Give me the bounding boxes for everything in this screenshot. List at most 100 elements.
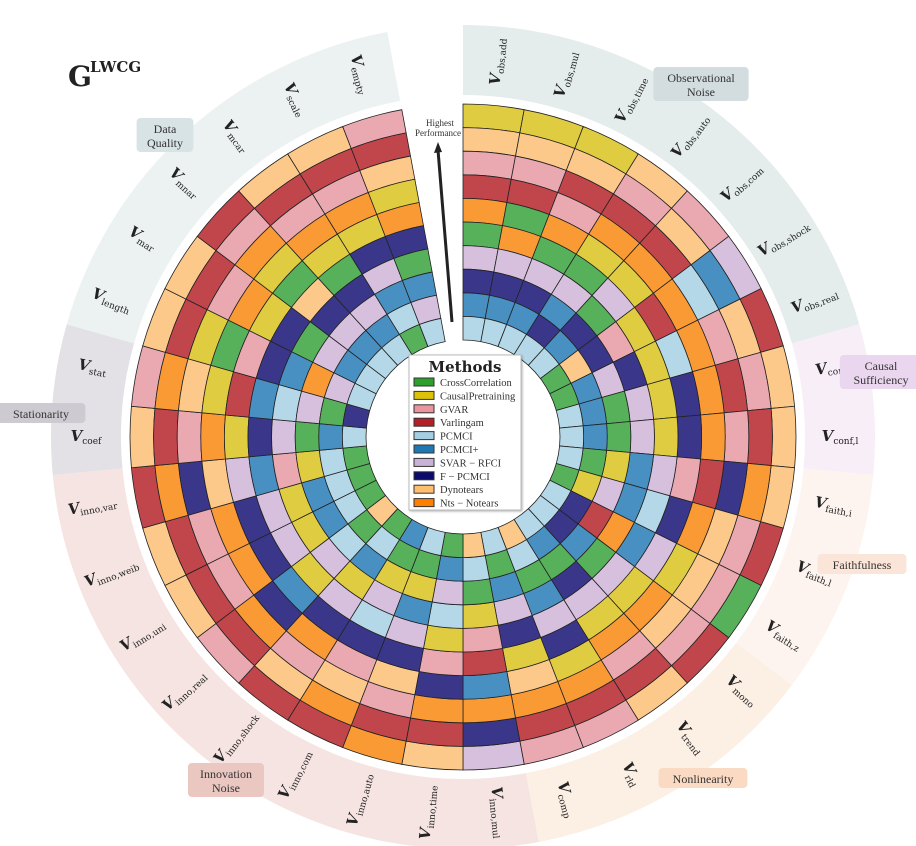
sector-inno-time <box>401 531 464 771</box>
variable-subscript: inno,mul <box>487 798 501 839</box>
group-label: Sufficiency <box>853 373 908 387</box>
group-badge-stat: Stationarity <box>0 403 86 423</box>
sector-conf-l <box>559 405 797 469</box>
sector-obs-com <box>527 190 730 380</box>
group-label: Noise <box>212 781 240 795</box>
variable-subscript: coef <box>82 437 102 447</box>
legend-title: Methods <box>429 358 502 376</box>
legend-method-label: F − PCMCI <box>440 472 490 483</box>
sector-inno-var <box>130 445 371 529</box>
rank-cell <box>153 408 179 466</box>
rank-cell <box>606 421 632 453</box>
sector-inno-mul <box>462 531 525 771</box>
arrow-shaft <box>436 149 454 323</box>
sector-scale <box>287 125 429 356</box>
legend-method-label: CausalPretraining <box>440 391 516 402</box>
variable-subscript: stat <box>88 367 107 380</box>
band-conf <box>791 324 875 476</box>
rank-cell <box>462 624 503 653</box>
legend-swatch <box>413 484 435 494</box>
rank-cell <box>271 418 297 456</box>
rank-cell <box>318 423 344 451</box>
legend-swatch <box>413 498 435 508</box>
sector-inno-uni <box>164 479 387 639</box>
sector-mono <box>527 494 730 684</box>
sector-empty <box>342 109 446 348</box>
band-nonlin <box>525 643 792 842</box>
rank-cell <box>462 647 508 677</box>
group-badge-faith: Faithfulness <box>817 554 907 574</box>
legend-method-label: GVAR <box>440 405 468 416</box>
rank-cell <box>582 423 608 451</box>
rank-cell <box>462 531 486 559</box>
rank-cell <box>559 425 585 449</box>
rank-cell <box>176 410 203 464</box>
sector-obs-mul <box>480 109 584 348</box>
rank-cell <box>431 578 464 606</box>
sector-trend <box>513 508 688 721</box>
arrow-label-line1: Highest <box>426 118 454 128</box>
rank-cell <box>629 418 655 456</box>
group-label: Observational <box>667 71 735 85</box>
variable-subscript: inno,time <box>426 785 440 829</box>
rank-cell <box>462 268 495 296</box>
group-label: Quality <box>147 136 183 150</box>
legend-method-label: Dynotears <box>440 485 483 496</box>
group-label: Innovation <box>200 767 252 781</box>
sector-length <box>142 288 377 411</box>
variable-subscript: conf,l <box>833 437 858 447</box>
rank-cell <box>462 245 499 273</box>
band-faith <box>735 468 874 686</box>
band-stat <box>51 324 135 476</box>
group-label: Nonlinearity <box>673 772 734 786</box>
rank-cell <box>700 412 726 462</box>
methods-legend: Methods CrossCorrelation CausalPretrainin… <box>408 354 522 511</box>
sector-obs-shock <box>539 235 762 395</box>
band-inno <box>52 468 539 846</box>
band-dq <box>66 32 401 344</box>
highest-performance-arrow: Highest Performance <box>415 118 461 323</box>
rank-cell <box>129 405 156 469</box>
group-label: Causal <box>865 359 898 373</box>
sector-inno-weib <box>142 463 377 586</box>
rank-cell <box>224 414 250 460</box>
rank-cell <box>418 317 446 348</box>
legend-method-label: CrossCorrelation <box>440 378 512 389</box>
rank-cell <box>462 601 499 629</box>
rank-cell <box>462 197 508 227</box>
arrow-label-line2: Performance <box>415 128 461 138</box>
legend-method-label: Nts − Notears <box>440 499 498 510</box>
rank-cell <box>341 425 367 449</box>
legend-method-label: PCMCI <box>440 432 473 443</box>
legend-swatch <box>413 471 435 481</box>
variable-label: Vstat <box>76 355 108 380</box>
sector-inno-real <box>196 494 399 684</box>
sector-inno-com <box>287 518 429 749</box>
sector-rld <box>497 518 639 749</box>
sector-stat <box>130 345 371 429</box>
sector-mnar <box>196 190 399 380</box>
legend-method-label: Varlingam <box>440 418 484 429</box>
rank-cell <box>294 421 320 453</box>
rank-cell <box>653 416 679 458</box>
sector-obs-auto <box>513 153 688 366</box>
legend-method-label: PCMCI+ <box>440 445 479 456</box>
sector-inno-shock <box>238 508 413 721</box>
rank-cell <box>200 412 226 462</box>
rank-cell <box>462 578 495 606</box>
group-bands <box>51 25 875 846</box>
arrow-head-icon <box>434 142 442 153</box>
rank-cell <box>418 647 464 677</box>
legend-swatch <box>413 377 435 387</box>
band-obs <box>463 25 860 344</box>
rank-cell <box>676 414 702 460</box>
ranking-cells <box>129 103 797 771</box>
variable-label: Vinno,mul <box>486 786 510 839</box>
legend-swatch <box>413 431 435 441</box>
variable-subscript: obs,add <box>496 38 509 75</box>
